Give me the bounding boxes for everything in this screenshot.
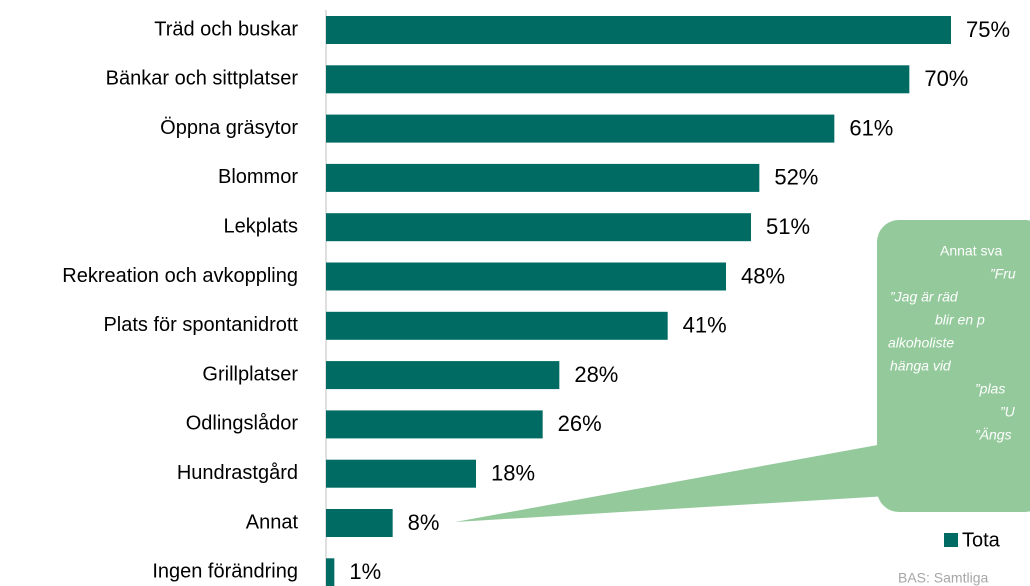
bar bbox=[326, 213, 751, 242]
bar bbox=[326, 163, 760, 192]
legend-swatch bbox=[944, 533, 958, 547]
bar bbox=[326, 459, 476, 488]
callout-text: ”Ängs bbox=[975, 427, 1012, 443]
legend-label: Tota bbox=[962, 529, 1001, 551]
callout-text: ”Jag är räd bbox=[890, 289, 959, 305]
category-label: Rekreation och avkoppling bbox=[62, 265, 298, 287]
callout-text: blir en p bbox=[935, 312, 985, 328]
category-label: Plats för spontanidrott bbox=[103, 314, 298, 336]
callout-text: ”plas bbox=[975, 381, 1005, 397]
value-label: 75% bbox=[966, 17, 1010, 42]
bar bbox=[326, 410, 543, 439]
callout-text: hänga vid bbox=[890, 358, 952, 374]
callout-text: ”U bbox=[1000, 404, 1016, 420]
category-label: Öppna gräsytor bbox=[160, 117, 298, 139]
callout-box bbox=[877, 220, 1030, 512]
bar bbox=[326, 558, 335, 586]
category-label: Ingen förändring bbox=[152, 561, 298, 583]
callout-text: alkoholiste bbox=[888, 335, 954, 351]
value-label: 52% bbox=[774, 165, 818, 190]
value-label: 51% bbox=[766, 214, 810, 239]
bar bbox=[326, 114, 835, 143]
bar bbox=[326, 311, 668, 340]
value-label: 18% bbox=[491, 461, 535, 486]
callout-text: Annat sva bbox=[940, 243, 1002, 259]
callout-pointer bbox=[455, 440, 905, 522]
value-label: 70% bbox=[924, 66, 968, 91]
bar bbox=[326, 509, 393, 537]
value-label: 8% bbox=[408, 510, 440, 535]
source-note: BAS: Samtliga bbox=[898, 570, 988, 586]
category-label: Annat bbox=[246, 511, 299, 533]
category-label: Bänkar och sittplatser bbox=[106, 68, 299, 90]
value-label: 61% bbox=[849, 115, 893, 140]
category-label: Hundrastgård bbox=[177, 462, 298, 484]
category-label: Träd och buskar bbox=[154, 18, 298, 40]
bar bbox=[326, 65, 910, 94]
callout-text: ”Fru bbox=[990, 266, 1016, 282]
category-label: Lekplats bbox=[224, 215, 299, 237]
bar bbox=[326, 361, 560, 390]
bar bbox=[326, 262, 726, 291]
category-label: Blommor bbox=[218, 166, 298, 188]
category-label: Grillplatser bbox=[202, 363, 298, 385]
bar bbox=[326, 16, 951, 44]
value-label: 48% bbox=[741, 263, 785, 288]
value-label: 41% bbox=[683, 313, 727, 338]
value-label: 26% bbox=[558, 411, 602, 436]
value-label: 28% bbox=[574, 362, 618, 387]
category-label: Odlingslådor bbox=[186, 413, 299, 435]
value-label: 1% bbox=[349, 559, 381, 584]
